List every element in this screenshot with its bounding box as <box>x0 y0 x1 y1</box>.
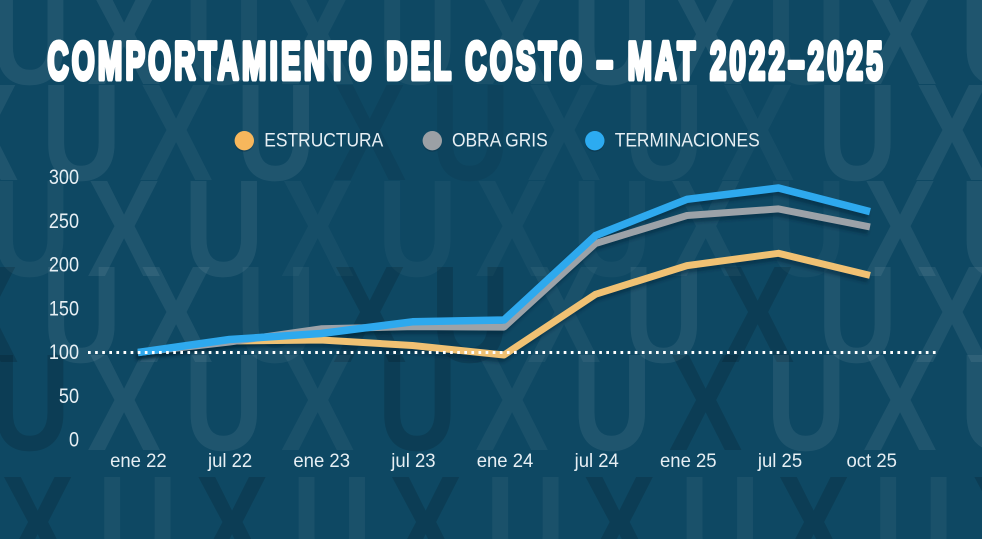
svg-text:X: X <box>195 448 269 539</box>
svg-text:COMPORTAMIENTO DEL COSTO – MAT: COMPORTAMIENTO DEL COSTO – MAT 2022–2025 <box>48 32 886 91</box>
svg-text:300: 300 <box>49 166 79 190</box>
svg-text:jul 25: jul 25 <box>757 451 802 473</box>
svg-text:X: X <box>669 152 743 305</box>
svg-text:ESTRUCTURA: ESTRUCTURA <box>264 129 384 151</box>
svg-text:TERMINACIONES: TERMINACIONES <box>615 129 760 151</box>
svg-text:U: U <box>874 448 954 539</box>
svg-text:X: X <box>281 0 355 114</box>
svg-text:X: X <box>333 238 407 391</box>
svg-text:jul 22: jul 22 <box>207 451 252 473</box>
svg-text:X: X <box>475 0 549 114</box>
svg-text:X: X <box>971 448 982 539</box>
svg-text:U: U <box>430 238 510 391</box>
svg-text:X: X <box>582 448 656 539</box>
svg-text:U: U <box>0 0 70 114</box>
svg-text:0: 0 <box>69 428 79 452</box>
svg-text:jul 23: jul 23 <box>390 451 435 473</box>
svg-text:U: U <box>98 448 178 539</box>
svg-text:U: U <box>292 448 372 539</box>
svg-text:ene 24: ene 24 <box>477 451 534 473</box>
svg-text:250: 250 <box>49 210 79 234</box>
svg-text:U: U <box>486 448 566 539</box>
svg-text:X: X <box>669 326 743 479</box>
svg-text:U: U <box>42 56 122 209</box>
svg-text:X: X <box>863 152 937 305</box>
svg-text:X: X <box>0 56 18 209</box>
svg-text:X: X <box>139 56 213 209</box>
svg-text:U: U <box>236 238 316 391</box>
svg-text:150: 150 <box>49 297 79 321</box>
svg-text:U: U <box>184 152 264 305</box>
svg-text:U: U <box>960 326 982 479</box>
svg-text:U: U <box>766 0 846 114</box>
svg-text:X: X <box>0 238 18 391</box>
svg-text:200: 200 <box>49 253 79 277</box>
svg-text:X: X <box>669 0 743 114</box>
svg-text:U: U <box>184 0 264 114</box>
svg-text:U: U <box>960 0 982 114</box>
svg-text:X: X <box>915 238 982 391</box>
svg-text:U: U <box>818 56 898 209</box>
svg-text:U: U <box>960 152 982 305</box>
svg-text:U: U <box>0 152 70 305</box>
svg-text:U: U <box>624 56 704 209</box>
svg-text:OBRA GRIS: OBRA GRIS <box>452 129 548 151</box>
svg-text:oct 25: oct 25 <box>846 451 896 473</box>
svg-text:X: X <box>87 152 161 305</box>
svg-text:ene 25: ene 25 <box>660 451 717 473</box>
svg-text:X: X <box>333 56 407 209</box>
svg-text:jul 24: jul 24 <box>574 451 620 473</box>
svg-text:X: X <box>87 0 161 114</box>
svg-text:U: U <box>42 238 122 391</box>
svg-text:X: X <box>915 56 982 209</box>
svg-text:ene 23: ene 23 <box>293 451 350 473</box>
svg-text:ene 22: ene 22 <box>110 451 167 473</box>
svg-text:X: X <box>777 448 851 539</box>
svg-text:100: 100 <box>49 341 79 365</box>
svg-text:U: U <box>572 0 652 114</box>
svg-text:X: X <box>863 0 937 114</box>
svg-text:U: U <box>0 326 70 479</box>
svg-text:U: U <box>680 448 760 539</box>
svg-text:X: X <box>1 448 75 539</box>
svg-text:50: 50 <box>59 384 79 408</box>
svg-text:X: X <box>139 238 213 391</box>
svg-text:U: U <box>430 56 510 209</box>
svg-text:X: X <box>389 448 463 539</box>
svg-text:U: U <box>378 0 458 114</box>
